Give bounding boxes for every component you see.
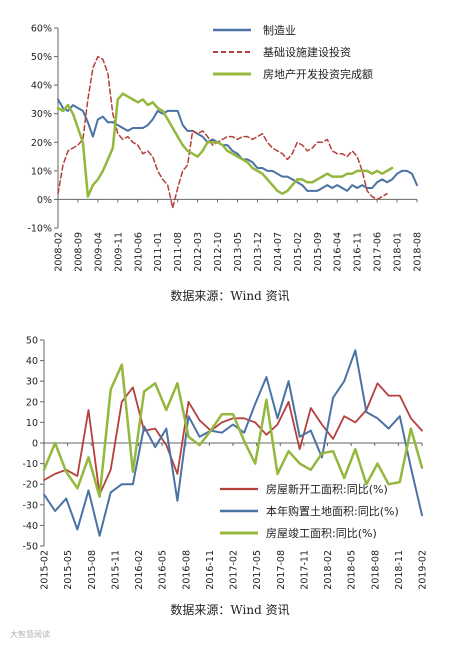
y-tick-label: 50 (26, 336, 38, 347)
y-tick-label: 30 (26, 377, 38, 388)
x-tick-label: 2015-08 (87, 550, 98, 590)
y-tick-label: 40% (31, 81, 52, 92)
x-tick-label: 2013-12 (253, 232, 264, 272)
y-tick-label: 10 (26, 418, 38, 429)
series-line-2 (43, 349, 423, 537)
series-line-2 (57, 55, 388, 209)
x-tick-label: 2018-05 (347, 550, 358, 590)
x-tick-label: 2008-02 (54, 232, 65, 272)
x-tick-label: 2016-04 (333, 232, 344, 272)
x-tick-label: 2011-08 (173, 232, 184, 272)
legend-label: 房屋新开工面积:同比(%) (266, 482, 388, 496)
x-tick-label: 2012-10 (213, 232, 224, 272)
x-tick-label: 2009-04 (93, 232, 104, 272)
x-tick-label: 2016-08 (181, 550, 192, 590)
x-tick-label: 2018-08 (413, 232, 424, 272)
x-tick-label: 2015-02 (293, 232, 304, 272)
y-tick-label: 30% (31, 109, 52, 120)
y-tick-label: 0 (32, 439, 38, 450)
x-tick-label: 2017-02 (229, 550, 240, 590)
y-tick-label: 60% (31, 24, 52, 35)
x-tick-label: 2015-05 (63, 550, 74, 590)
x-tick-label: 2016-11 (205, 550, 216, 590)
legend-label: 房屋竣工面积:同比(%) (266, 526, 377, 540)
source-note: 数据来源：Wind 资讯 (170, 288, 289, 303)
x-tick-label: 2019-02 (418, 550, 429, 590)
x-tick-label: 2018-01 (393, 232, 404, 272)
y-tick-label: -10 (22, 459, 38, 470)
x-tick-label: 2016-02 (134, 550, 145, 590)
x-tick-label: 2017-05 (252, 550, 263, 590)
x-tick-label: 2012-03 (193, 232, 204, 272)
x-tick-label: 2015-09 (313, 232, 324, 272)
x-tick-label: 2013-05 (233, 232, 244, 272)
y-tick-label: 20% (31, 138, 52, 149)
y-tick-label: -40 (22, 521, 38, 532)
x-tick-label: 2017-06 (373, 232, 384, 272)
series-line-1 (43, 382, 423, 496)
y-tick-label: 40 (26, 356, 38, 367)
x-tick-label: 2009-11 (113, 232, 124, 272)
chart-1-infrastructure-investment: -10% 0% 10% 20% 30% 40% 50% 60% 2008-02 2008-09 20… (27, 23, 423, 303)
legend-label: 房地产开发投资完成额 (263, 67, 373, 81)
x-tick-label: 2016-11 (353, 232, 364, 272)
x-tick-label: 2018-11 (394, 550, 405, 590)
source-note: 数据来源：Wind 资讯 (170, 602, 289, 617)
y-tick-label: 20 (26, 397, 38, 408)
x-tick-label: 2016-05 (158, 550, 169, 590)
x-tick-label: 2015-02 (40, 550, 51, 590)
series-line-3 (42, 363, 424, 498)
legend-label: 基础设施建设投资 (263, 45, 351, 59)
y-tick-label: 50% (31, 52, 52, 63)
chart-2-land-and-construction: -50 -40 -30 -20 -10 0 10 20 30 40 50 2015-02 2015-05… (22, 336, 428, 618)
watermark: 大智慧阅读 (10, 629, 50, 639)
x-tick-label: 2018-02 (323, 550, 334, 590)
series-line-1 (57, 98, 418, 192)
y-tick-label: -10% (27, 224, 52, 235)
y-tick-label: 0% (37, 195, 52, 206)
x-tick-label: 2018-08 (370, 550, 381, 590)
legend-label: 本年购置土地面积:同比(%) (266, 504, 399, 518)
series-line-3 (56, 92, 394, 198)
x-tick-label: 2014-07 (273, 232, 284, 272)
x-tick-label: 2017-11 (299, 550, 310, 590)
legend-label: 制造业 (263, 23, 296, 37)
x-tick-label: 2011-01 (153, 232, 164, 272)
x-tick-label: 2015-11 (110, 550, 121, 590)
x-tick-label: 2010-06 (133, 232, 144, 272)
y-tick-label: -50 (22, 542, 38, 553)
y-tick-label: 10% (31, 166, 52, 177)
y-tick-label: -20 (22, 480, 38, 491)
y-tick-label: -30 (22, 500, 38, 511)
x-tick-label: 2017-08 (276, 550, 287, 590)
x-tick-label: 2008-09 (73, 232, 84, 272)
